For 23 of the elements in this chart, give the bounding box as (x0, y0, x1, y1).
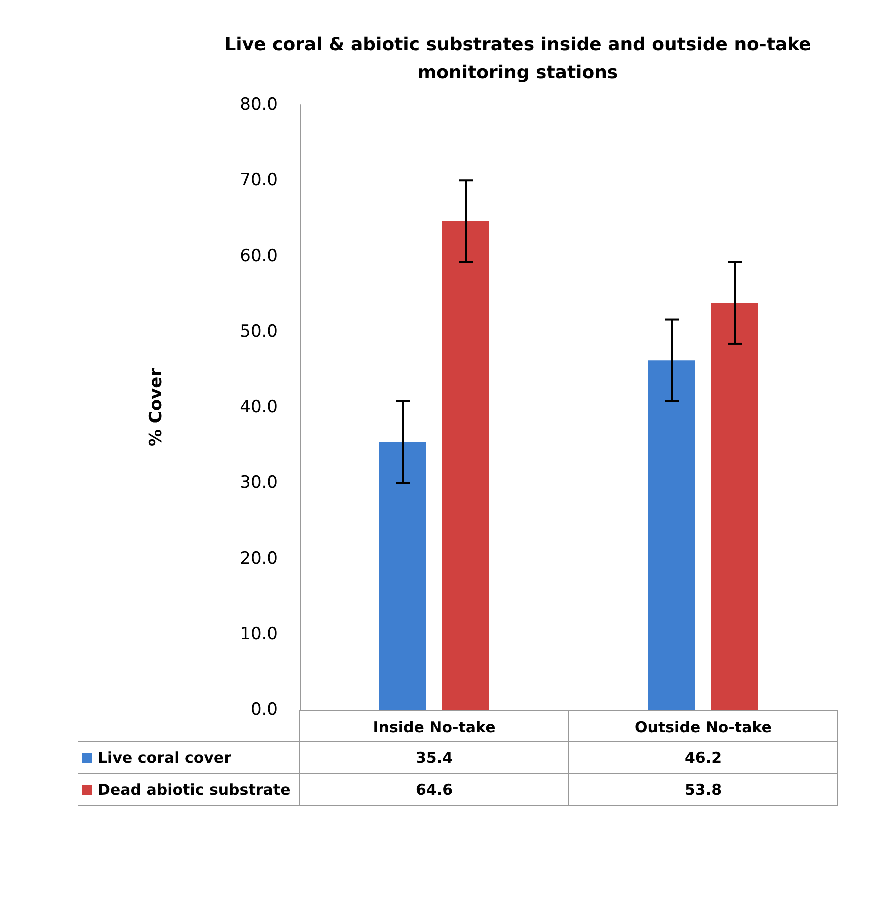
y-tick-label: 0.0 (250, 700, 278, 720)
data-label: 64.6 (416, 781, 454, 799)
bar (442, 221, 490, 710)
legend-label: Live coral cover (98, 749, 232, 767)
bar (712, 303, 758, 710)
y-tick-label: 80.0 (240, 95, 278, 115)
y-tick-label: 40.0 (240, 398, 278, 418)
y-tick-label: 30.0 (240, 473, 278, 494)
chart-title: Live coral & abiotic substrates inside and outside no-take monitoring stations (224, 34, 812, 84)
bar (648, 360, 696, 710)
y-tick-label: 60.0 (240, 246, 278, 266)
legend-label: Dead abiotic substrate (98, 781, 291, 799)
bar (380, 442, 426, 710)
y-tick-label: 20.0 (240, 548, 278, 569)
x-tick-label: Outside No-take (635, 718, 772, 736)
y-tick-label: 50.0 (240, 322, 278, 342)
y-tick-label: 70.0 (240, 170, 278, 191)
x-tick-label: Inside No-take (373, 718, 496, 736)
data-label: 53.8 (684, 781, 722, 799)
y-tick-label: 10.0 (240, 624, 278, 644)
data-label: 46.2 (684, 749, 722, 767)
y-axis-title: % Cover (146, 368, 166, 447)
data-label: 35.4 (416, 749, 454, 767)
